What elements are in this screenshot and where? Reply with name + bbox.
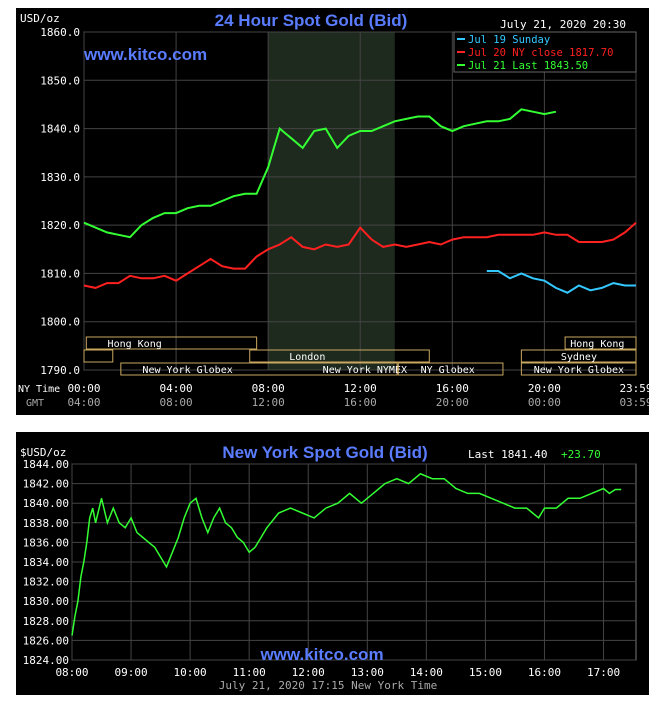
x-tick-label: 16:00: [528, 666, 561, 679]
session-box: [120, 362, 398, 376]
y-tick-label: 1832.00: [23, 576, 69, 589]
session-box: [83, 349, 114, 363]
x-tick-label: 09:00: [114, 666, 147, 679]
x-tick-label: 17:00: [587, 666, 620, 679]
x-row1-label: NY Time: [18, 384, 60, 395]
ny-spot-gold-svg: 1844.00 1842.00 1840.00 1838.00 1836.00 1834.…: [20, 443, 637, 692]
x-tick-label: 08:00: [55, 666, 88, 679]
legend-label: Jul 20 NY close 1817.70: [468, 47, 613, 59]
footer-timestamp: July 21, 2020 17:15 New York Time: [219, 679, 438, 692]
x-tick-label-gmt: 16:00: [344, 396, 377, 409]
series-line: [71, 472, 622, 636]
x-tick-label-ny: 16:00: [436, 382, 469, 395]
session-box: [520, 362, 637, 376]
legend-label: Jul 21 Last 1843.50: [468, 60, 588, 72]
legend-box: [453, 31, 637, 73]
session-label: New York NYMEX: [323, 365, 407, 376]
x-tick-label: 13:00: [351, 666, 384, 679]
y-tick-label: 1842.00: [23, 478, 69, 491]
x-tick-label-ny: 23:59: [619, 382, 649, 395]
nymex-session-shade: [268, 32, 395, 370]
y-tick-label: 1790.0: [40, 364, 80, 377]
x-row2-label: GMT: [26, 398, 44, 409]
y-tick-label: 1826.00: [23, 634, 69, 647]
x-tick-label-ny: 04:00: [160, 382, 193, 395]
x-tick-label-ny: 00:00: [67, 382, 100, 395]
session-box: [520, 349, 637, 363]
y-tick-label: 1836.00: [23, 536, 69, 549]
unit-label: USD/oz: [20, 12, 60, 25]
x-tick-label-gmt: 08:00: [160, 396, 193, 409]
x-tick-label-gmt: 20:00: [436, 396, 469, 409]
x-tick-label-gmt: 04:00: [67, 396, 100, 409]
y-tick-label: 1828.00: [23, 615, 69, 628]
session-label: London: [289, 352, 325, 363]
x-tick-label: 12:00: [292, 666, 325, 679]
y-tick-label: 1850.0: [40, 74, 80, 87]
last-price-label: Last 1841.40: [468, 448, 547, 461]
series-line: [83, 221, 637, 289]
x-tick-label: 11:00: [233, 666, 266, 679]
session-label: New York Globex: [142, 365, 232, 376]
watermark: www.kitco.com: [83, 45, 207, 64]
y-tick-label: 1820.0: [40, 219, 80, 232]
x-tick-label-gmt: 12:00: [252, 396, 285, 409]
x-tick-label-gmt: 00:00: [528, 396, 561, 409]
spot-gold-24h-svg: 1860.0 1850.0 1840.0 1830.0 1820.0 1810.0 1800…: [18, 11, 649, 409]
y-tick-label: 1860.0: [40, 26, 80, 39]
y-tick-label: 1824.00: [23, 654, 69, 667]
change-label: +23.70: [561, 448, 601, 461]
session-label: Sydney: [561, 352, 597, 363]
watermark: www.kitco.com: [259, 645, 383, 664]
y-tick-label: 1840.0: [40, 123, 80, 136]
y-tick-label: 1838.00: [23, 517, 69, 530]
session-label: Hong Kong: [108, 339, 162, 350]
chart-title: New York Spot Gold (Bid): [222, 443, 427, 462]
ny-spot-gold-chart: 1844.00 1842.00 1840.00 1838.00 1836.00 1834.…: [16, 432, 649, 695]
x-tick-label-ny: 12:00: [344, 382, 377, 395]
unit-label: $USD/oz: [20, 446, 66, 459]
x-tick-label: 15:00: [469, 666, 502, 679]
series-line: [83, 108, 557, 239]
y-tick-label: 1840.00: [23, 497, 69, 510]
session-box: [564, 336, 637, 350]
y-tick-label: 1800.0: [40, 316, 80, 329]
y-tick-label: 1830.00: [23, 595, 69, 608]
timestamp: July 21, 2020 20:30: [500, 18, 626, 31]
y-tick-label: 1834.00: [23, 556, 69, 569]
x-tick-label-gmt: 03:59: [619, 396, 649, 409]
series-line: [486, 270, 636, 294]
session-label: Hong Kong: [570, 339, 624, 350]
spot-gold-24h-chart: 1860.0 1850.0 1840.0 1830.0 1820.0 1810.0 1800…: [16, 8, 649, 415]
legend-label: Jul 19 Sunday: [468, 34, 550, 46]
y-tick-label: 1844.00: [23, 458, 69, 471]
x-tick-label: 10:00: [174, 666, 207, 679]
session-label: NY Globex: [421, 365, 475, 376]
x-tick-label: 14:00: [410, 666, 443, 679]
chart-title: 24 Hour Spot Gold (Bid): [215, 11, 408, 30]
session-box: [249, 349, 430, 363]
x-tick-label-ny: 08:00: [252, 382, 285, 395]
session-box: [85, 336, 258, 350]
session-label: New York Globex: [534, 365, 624, 376]
y-tick-label: 1810.0: [40, 267, 80, 280]
x-tick-label-ny: 20:00: [528, 382, 561, 395]
y-tick-label: 1830.0: [40, 171, 80, 184]
